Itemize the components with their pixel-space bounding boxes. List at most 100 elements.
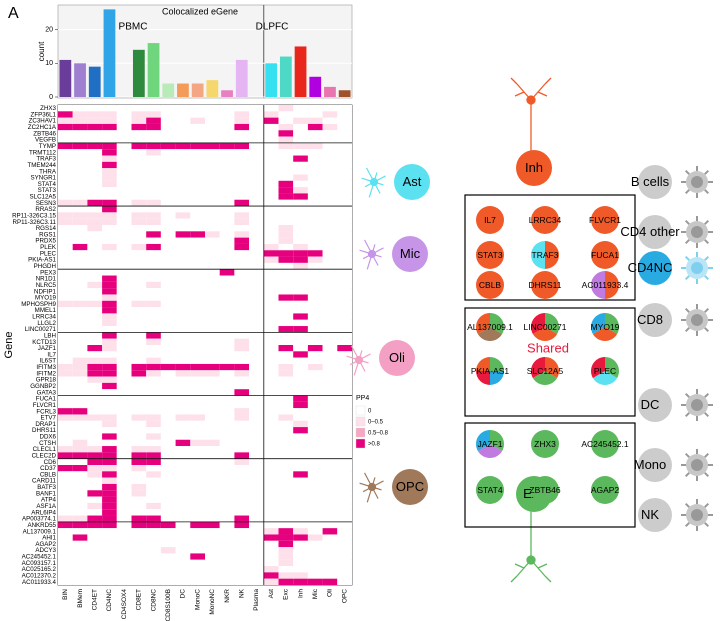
heatmap-cell <box>160 509 176 516</box>
heatmap-cell <box>219 199 235 207</box>
heatmap-cell <box>205 408 220 415</box>
heatmap-cell <box>72 206 88 213</box>
heatmap-cell <box>131 414 147 421</box>
column-label: Inh <box>297 589 304 598</box>
heatmap-cell <box>307 319 323 327</box>
heatmap-cell <box>190 231 205 238</box>
heatmap-cell <box>219 363 235 371</box>
heatmap-cell <box>102 294 117 301</box>
heatmap-cell <box>190 439 205 447</box>
gene-node <box>531 271 559 299</box>
heatmap-cell <box>102 313 117 320</box>
heatmap-cell <box>293 326 308 333</box>
heatmap-cell <box>131 281 147 289</box>
heatmap-cell <box>322 288 338 295</box>
nucleus <box>691 262 703 274</box>
heatmap-cell <box>58 212 73 219</box>
heatmap-cell <box>146 111 161 118</box>
column-label: DC <box>180 589 187 599</box>
heatmap-cell <box>293 534 308 541</box>
heatmap-cell <box>87 566 103 573</box>
heatmap-cell <box>205 502 220 510</box>
heatmap-cell <box>175 168 191 175</box>
heatmap-cell <box>146 180 161 188</box>
heatmap-cell <box>234 269 250 276</box>
heatmap-cell <box>249 578 264 585</box>
heatmap-cell <box>219 452 235 459</box>
heatmap-cell <box>205 559 220 567</box>
heatmap-cell <box>87 250 103 257</box>
heatmap-cell <box>263 105 279 112</box>
heatmap-cell <box>190 319 205 327</box>
heatmap-cell <box>160 269 176 276</box>
heatmap-cell <box>190 351 205 358</box>
heatmap-cell <box>146 332 161 339</box>
glia-icon <box>359 472 384 503</box>
heatmap-cell <box>234 566 250 573</box>
heatmap-cell <box>307 130 323 137</box>
heatmap-cell <box>263 187 279 194</box>
heatmap-cell <box>307 578 323 585</box>
heatmap-cell <box>175 515 191 522</box>
heatmap-cell <box>102 420 117 428</box>
heatmap-cell <box>58 136 73 143</box>
spike <box>684 255 690 261</box>
heatmap-cell <box>116 427 132 434</box>
row-label: ATP4 <box>41 497 57 504</box>
heatmap-cell <box>102 395 117 402</box>
heatmap-cell <box>337 566 352 573</box>
bar <box>88 66 101 97</box>
heatmap-cell <box>234 534 250 541</box>
heatmap-cell <box>234 117 250 124</box>
heatmap-cell <box>263 490 279 497</box>
heatmap-cell <box>263 281 279 289</box>
soma <box>526 95 536 105</box>
heatmap-cell <box>293 123 308 131</box>
heatmap-cell <box>293 370 308 377</box>
heatmap-cell <box>160 471 176 478</box>
heatmap-cell <box>278 250 294 257</box>
heatmap-cell <box>116 168 132 175</box>
heatmap-cell <box>102 540 117 548</box>
heatmap-cell <box>58 483 73 491</box>
heatmap-cell <box>293 262 308 270</box>
heatmap-cell <box>72 515 88 522</box>
heatmap-cell <box>293 237 308 244</box>
heatmap-cell <box>72 502 88 510</box>
heatmap-cell <box>58 237 73 244</box>
heatmap-cell <box>205 357 220 364</box>
heatmap-cell <box>249 256 264 263</box>
heatmap-cell <box>146 427 161 434</box>
heatmap-cell <box>322 275 338 282</box>
heatmap-cell <box>87 174 103 181</box>
heatmap-cell <box>87 515 103 522</box>
heatmap-cell <box>131 534 147 541</box>
heatmap-cell <box>175 326 191 333</box>
heatmap-cell <box>58 269 73 276</box>
heatmap-cell <box>146 509 161 516</box>
heatmap-cell <box>72 414 88 421</box>
heatmap-cell <box>146 281 161 289</box>
heatmap-cell <box>102 477 117 484</box>
gene-label: ZBTB46 <box>529 485 560 495</box>
heatmap-cell <box>263 389 279 396</box>
heatmap-cell <box>322 458 338 465</box>
heatmap-cell <box>322 395 338 402</box>
heatmap-cell <box>190 269 205 276</box>
spike <box>704 392 710 398</box>
heatmap-cell <box>205 225 220 232</box>
heatmap-cell <box>205 174 220 181</box>
heatmap-cell <box>116 395 132 402</box>
heatmap-cell <box>72 420 88 428</box>
heatmap-cell <box>205 483 220 491</box>
heatmap-cell <box>131 206 147 213</box>
heatmap-cell <box>87 496 103 503</box>
heatmap-cell <box>72 168 88 175</box>
heatmap-cell <box>146 275 161 282</box>
node-label: Inh <box>525 160 543 175</box>
heatmap-cell <box>146 528 161 535</box>
heatmap-cell <box>72 370 88 377</box>
heatmap-cell <box>175 509 191 516</box>
heatmap-cell <box>322 547 338 554</box>
heatmap-cell <box>175 294 191 301</box>
